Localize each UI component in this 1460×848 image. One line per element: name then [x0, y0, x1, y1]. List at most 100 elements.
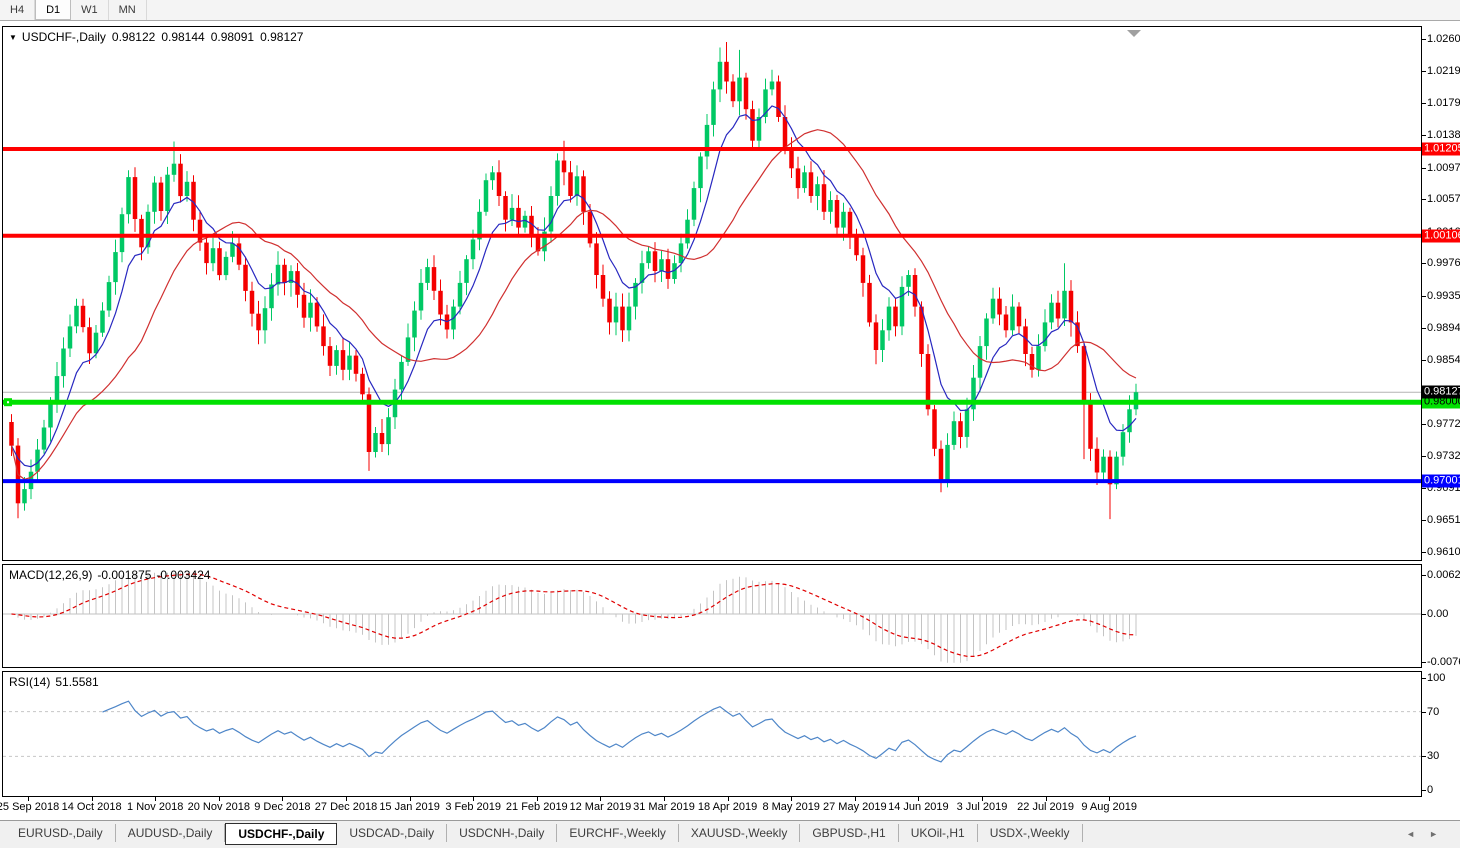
candle-body — [490, 172, 495, 181]
tab-audusd-daily[interactable]: AUDUSD-,Daily — [116, 824, 226, 842]
candle-body — [1094, 448, 1100, 473]
candle-body — [412, 310, 417, 338]
date-axis[interactable]: 25 Sep 2018 14 Oct 2018 1 Nov 2018 20 Nov 2… — [0, 797, 1460, 820]
candle-body — [1003, 314, 1009, 331]
tab-gbpusd-h1[interactable]: GBPUSD-,H1 — [800, 824, 899, 842]
price-tick-label: 1.01380 — [1427, 129, 1460, 142]
candle-body — [743, 77, 749, 110]
macd-pane[interactable]: MACD(12,26,9) -0.001875 -0.003424 — [2, 564, 1422, 668]
rsi-tick-label: 100 — [1427, 672, 1446, 684]
tab-usdcnh-daily[interactable]: USDCNH-,Daily — [447, 824, 558, 842]
candle-body — [1075, 322, 1080, 347]
price-tick-mark — [1421, 455, 1426, 457]
candle-body — [542, 231, 547, 252]
candle-body — [119, 214, 125, 253]
tab-xauusd-weekly[interactable]: XAUUSD-,Weekly — [679, 824, 801, 842]
date-tick-mark — [1045, 797, 1047, 801]
candle-body — [223, 256, 229, 276]
timeframe-button-mn[interactable]: MN — [109, 0, 147, 20]
candle-body — [873, 322, 879, 350]
candle-body — [633, 282, 638, 307]
candle-body — [373, 433, 378, 452]
date-tick-label: 9 Aug 2019 — [1081, 801, 1138, 813]
candle-body — [9, 422, 14, 446]
candle-body — [607, 298, 612, 323]
date-tick-label: 31 Mar 2019 — [633, 801, 695, 813]
main-chart-pane[interactable]: ▼ USDCHF-,Daily 0.98122 0.98144 0.98091 0.981… — [2, 26, 1422, 561]
date-tick-label: 3 Feb 2019 — [445, 801, 502, 813]
candle-body — [158, 182, 164, 211]
price-tick-mark — [1421, 327, 1426, 329]
price-tick-mark — [1421, 167, 1426, 169]
candle-body — [301, 294, 307, 318]
candle-body — [587, 211, 593, 244]
tab-usdcad-daily[interactable]: USDCAD-,Daily — [337, 824, 448, 842]
tab-eurchf-weekly[interactable]: EURCHF-,Weekly — [557, 824, 679, 842]
candle-body — [730, 81, 736, 102]
timeframe-button-d1[interactable]: D1 — [35, 0, 72, 20]
candle-body — [561, 160, 567, 173]
candle-body — [535, 235, 541, 252]
candle-body — [938, 448, 944, 481]
date-tick-mark — [536, 797, 538, 801]
timeframe-toolbar: H4 D1 W1 MN — [0, 0, 1460, 21]
candle-body — [1016, 306, 1022, 327]
macd-name: MACD(12,26,9) — [9, 568, 93, 582]
candle-body — [93, 332, 99, 354]
candle-body — [204, 242, 209, 264]
date-tick-label: 15 Jan 2019 — [379, 801, 440, 813]
rsi-pane[interactable]: RSI(14) 51.5581 — [2, 671, 1422, 797]
price-tick-label: 1.00970 — [1427, 161, 1460, 174]
candle-body — [847, 211, 853, 236]
macd-chart[interactable] — [3, 565, 1421, 667]
tab-usdx-weekly[interactable]: USDX-,Weekly — [978, 824, 1083, 842]
candle-body — [717, 61, 723, 90]
candle-body — [626, 306, 632, 331]
date-tick-label: 14 Oct 2018 — [61, 801, 122, 813]
chart-shift-icon[interactable] — [1127, 30, 1141, 37]
date-tick-mark — [727, 797, 729, 801]
date-tick-mark — [218, 797, 220, 801]
candlestick-chart[interactable] — [3, 27, 1421, 560]
tabs-scroll-left-icon[interactable]: ◄ — [1406, 829, 1430, 839]
date-tick-label: 25 Sep 2018 — [0, 801, 60, 813]
candle-body — [990, 298, 996, 319]
candle-body — [782, 117, 788, 149]
candle-body — [178, 163, 183, 197]
candle-body — [145, 211, 151, 248]
candle-body — [340, 350, 346, 370]
candle-body — [425, 267, 430, 283]
candle-body — [171, 163, 177, 175]
rsi-line — [102, 700, 1137, 763]
macd-tick-label: 0.00 — [1427, 608, 1449, 620]
price-tick-mark — [1421, 263, 1426, 265]
candle-body — [457, 282, 463, 307]
candle-body — [724, 61, 729, 82]
macd-tick-mark — [1421, 574, 1426, 576]
rsi-chart[interactable] — [3, 672, 1421, 796]
timeframe-button-w1[interactable]: W1 — [71, 0, 109, 20]
tab-ukoil-h1[interactable]: UKOil-,H1 — [899, 824, 978, 842]
tab-eurusd-daily[interactable]: EURUSD-,Daily — [6, 824, 116, 842]
tabs-scroll-right-icon[interactable]: ► — [1429, 829, 1452, 839]
rsi-label: RSI(14) 51.5581 — [9, 675, 99, 689]
candle-body — [763, 89, 768, 117]
candle-body — [1062, 290, 1067, 319]
candle-body — [327, 346, 333, 366]
symbol-dropdown-icon[interactable]: ▼ — [9, 33, 17, 42]
date-tick-mark — [918, 797, 920, 801]
candle-body — [35, 449, 40, 472]
candle-body — [282, 264, 287, 283]
timeframe-button-h4[interactable]: H4 — [0, 0, 36, 20]
tab-usdchf-daily[interactable]: USDCHF-,Daily — [225, 823, 338, 845]
price-tick-mark — [1421, 38, 1426, 40]
price-tick-mark — [1421, 488, 1426, 490]
chart-tabs-bar: EURUSD-,Daily AUDUSD-,Daily USDCHF-,Daily U… — [0, 820, 1460, 848]
date-tick-label: 12 Mar 2019 — [569, 801, 632, 813]
quote-low: 0.98091 — [210, 30, 255, 44]
rsi-name: RSI(14) — [9, 675, 51, 689]
price-tick-mark — [1421, 71, 1426, 73]
price-tick-mark — [1421, 552, 1426, 554]
